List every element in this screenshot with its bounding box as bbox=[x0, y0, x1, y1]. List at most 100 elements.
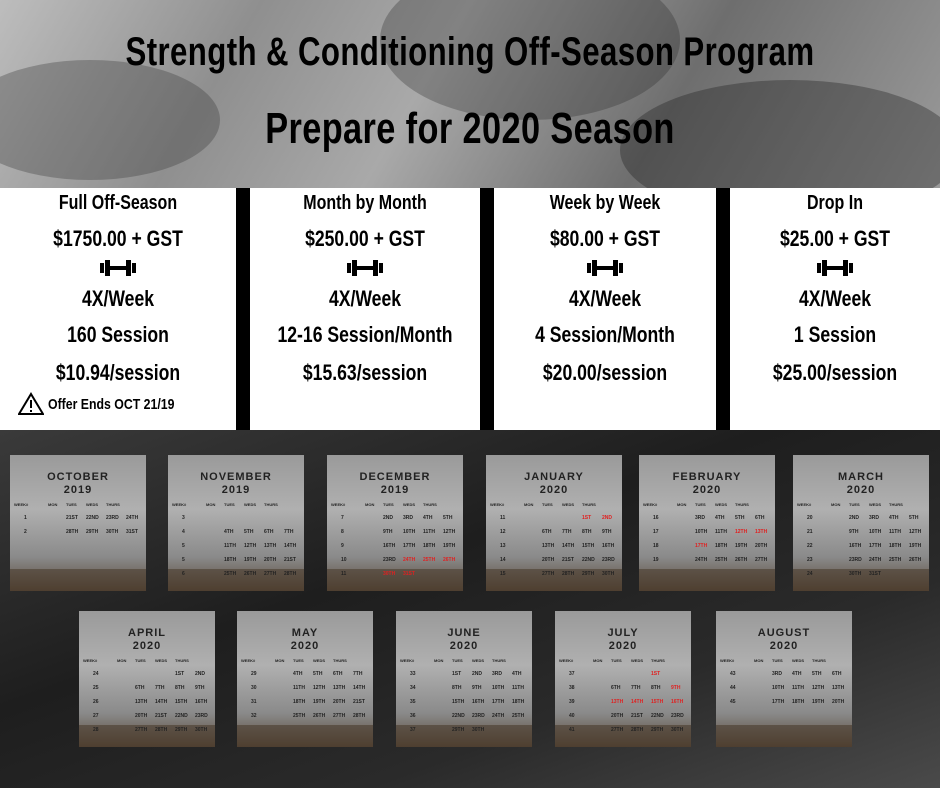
calendar-day: 23RD bbox=[472, 713, 485, 719]
calendar-day: 21ST bbox=[353, 699, 365, 705]
calendar-header-cell: TUES bbox=[695, 502, 706, 507]
calendar-month: JULY bbox=[607, 627, 639, 639]
calendar-day: 17TH bbox=[869, 543, 882, 549]
calendar-may: MAY 2020 WEEK# MON TUES WEDS THURS 29 4TH 5TH 6TH 7… bbox=[237, 611, 373, 747]
calendar-day: 13TH bbox=[611, 699, 624, 705]
calendar-header-cell: TUES bbox=[383, 502, 394, 507]
calendar-day: 7TH bbox=[284, 529, 294, 535]
calendar-day: 25TH bbox=[224, 571, 237, 577]
calendar-header-cell: WEDS bbox=[244, 502, 256, 507]
calendar-month: FEBRUARY bbox=[672, 471, 742, 483]
calendar-day: 28TH bbox=[155, 727, 168, 733]
calendar-day: 22ND bbox=[86, 515, 99, 521]
week-number: 18 bbox=[653, 543, 659, 549]
calendar-header-cell: WEEK# bbox=[172, 502, 187, 507]
calendar-day: 4TH bbox=[715, 515, 725, 521]
calendar-day: 13TH bbox=[135, 699, 148, 705]
calendar-day: 23RD bbox=[602, 557, 615, 563]
calendar-header-cell: THURS bbox=[264, 502, 278, 507]
calendar-day: 12TH bbox=[244, 543, 257, 549]
calendar-day: 21ST bbox=[284, 557, 296, 563]
calendar-day: 26TH bbox=[313, 713, 326, 719]
calendar-november: NOVEMBER 2019 WEEK# MON TUES WEDS THURS 3 4 4TH 5T… bbox=[168, 455, 304, 591]
week-number: 14 bbox=[500, 557, 506, 563]
calendar-header-cell: WEDS bbox=[562, 502, 574, 507]
calendar-year: 2019 bbox=[221, 484, 251, 496]
calendar-month: MAY bbox=[291, 627, 319, 639]
calendar-day: 26TH bbox=[443, 557, 456, 563]
calendar-day: 24TH bbox=[695, 557, 708, 563]
calendar-day: 6TH bbox=[542, 529, 552, 535]
calendar-day: 6TH bbox=[135, 685, 145, 691]
week-number: 11 bbox=[341, 571, 347, 577]
plan-sessions: 12-16 Session/Month bbox=[277, 322, 453, 347]
calendar-day: 20TH bbox=[264, 557, 277, 563]
plan-per-session: $20.00/session bbox=[542, 360, 668, 385]
calendar-march: MARCH 2020 WEEK# MON TUES WEDS THURS 20 2ND 3RD 4T… bbox=[793, 455, 929, 591]
calendar-day: 16TH bbox=[383, 543, 396, 549]
calendar-day: 13TH bbox=[333, 685, 346, 691]
plan-frequency: 4X/Week bbox=[81, 286, 155, 311]
calendar-day: 6TH bbox=[611, 685, 621, 691]
pricing-section: Full Off-Season $1750.00 + GST 4X/Week 1… bbox=[0, 188, 940, 430]
calendar-day: 3RD bbox=[772, 671, 783, 677]
calendar-day: 11TH bbox=[792, 685, 804, 691]
calendar-day: 23RD bbox=[671, 713, 684, 719]
calendar-day: 29TH bbox=[452, 727, 465, 733]
calendar-month: NOVEMBER bbox=[200, 471, 272, 483]
calendar-day: 28TH bbox=[66, 529, 79, 535]
calendar-year: 2020 bbox=[290, 640, 320, 652]
calendar-day: 3RD bbox=[869, 515, 880, 521]
calendar-day: 18TH bbox=[293, 699, 306, 705]
calendar-day: 2ND bbox=[195, 671, 206, 677]
calendar-day: 22ND bbox=[582, 557, 595, 563]
calendar-year: 2019 bbox=[380, 484, 410, 496]
week-number: 32 bbox=[251, 713, 257, 719]
calendar-month: JANUARY bbox=[524, 471, 584, 483]
calendar-day: 9TH bbox=[195, 685, 205, 691]
calendar-october: OCTOBER 2019 WEEK# MON TUES WEDS THURS 1 21ST 22N… bbox=[10, 455, 146, 591]
calendar-day: 8TH bbox=[582, 529, 592, 535]
plan-drop-in: Drop In $25.00 + GST 4X/Week 1 Session $… bbox=[730, 188, 940, 430]
calendar-day: 8TH bbox=[651, 685, 661, 691]
week-number: 5 bbox=[182, 557, 185, 563]
calendar-month: OCTOBER bbox=[47, 471, 109, 483]
calendar-header-cell: WEEK# bbox=[400, 658, 415, 663]
calendar-month: JUNE bbox=[447, 627, 481, 639]
calendar-year: 2020 bbox=[539, 484, 569, 496]
calendar-day: 4TH bbox=[889, 515, 899, 521]
calendar-day: 19TH bbox=[313, 699, 326, 705]
calendar-day: 26TH bbox=[735, 557, 748, 563]
week-number: 8 bbox=[341, 529, 344, 535]
calendar-day: 11TH bbox=[293, 685, 305, 691]
calendar-header-cell: MON bbox=[434, 658, 444, 663]
calendar-day: 15TH bbox=[452, 699, 465, 705]
calendar-header-cell: TUES bbox=[772, 658, 783, 663]
calendar-day: 15TH bbox=[651, 699, 664, 705]
week-number: 13 bbox=[500, 543, 506, 549]
calendar-month: APRIL bbox=[128, 627, 166, 639]
calendar-day: 14TH bbox=[562, 543, 575, 549]
dumbbell-icon bbox=[587, 260, 623, 276]
calendar-header-cell: MON bbox=[275, 658, 285, 663]
dumbbell-icon bbox=[347, 260, 383, 276]
calendar-day: 6TH bbox=[832, 671, 842, 677]
calendar-header-cell: WEDS bbox=[472, 658, 484, 663]
calendar-header-cell: THURS bbox=[889, 502, 903, 507]
week-number: 6 bbox=[182, 571, 185, 577]
calendar-day: 30TH bbox=[106, 529, 119, 535]
calendar-day: 6TH bbox=[333, 671, 343, 677]
calendar-day: 30TH bbox=[383, 571, 396, 577]
calendar-header-cell: WEEK# bbox=[559, 658, 574, 663]
calendar-day: 15TH bbox=[582, 543, 595, 549]
calendar-january: JANUARY 2020 WEEK# MON TUES WEDS THURS 11 1ST 2ND… bbox=[486, 455, 622, 591]
calendar-header-cell: WEEK# bbox=[331, 502, 346, 507]
week-number: 25 bbox=[93, 685, 99, 691]
calendar-day: 19TH bbox=[909, 543, 922, 549]
plan-sessions: 1 Session bbox=[793, 322, 877, 347]
calendar-header-cell: WEDS bbox=[715, 502, 727, 507]
calendar-day: 12TH bbox=[735, 529, 748, 535]
calendar-day: 26TH bbox=[244, 571, 257, 577]
calendar-day: 17TH bbox=[772, 699, 785, 705]
calendar-day: 4TH bbox=[293, 671, 303, 677]
